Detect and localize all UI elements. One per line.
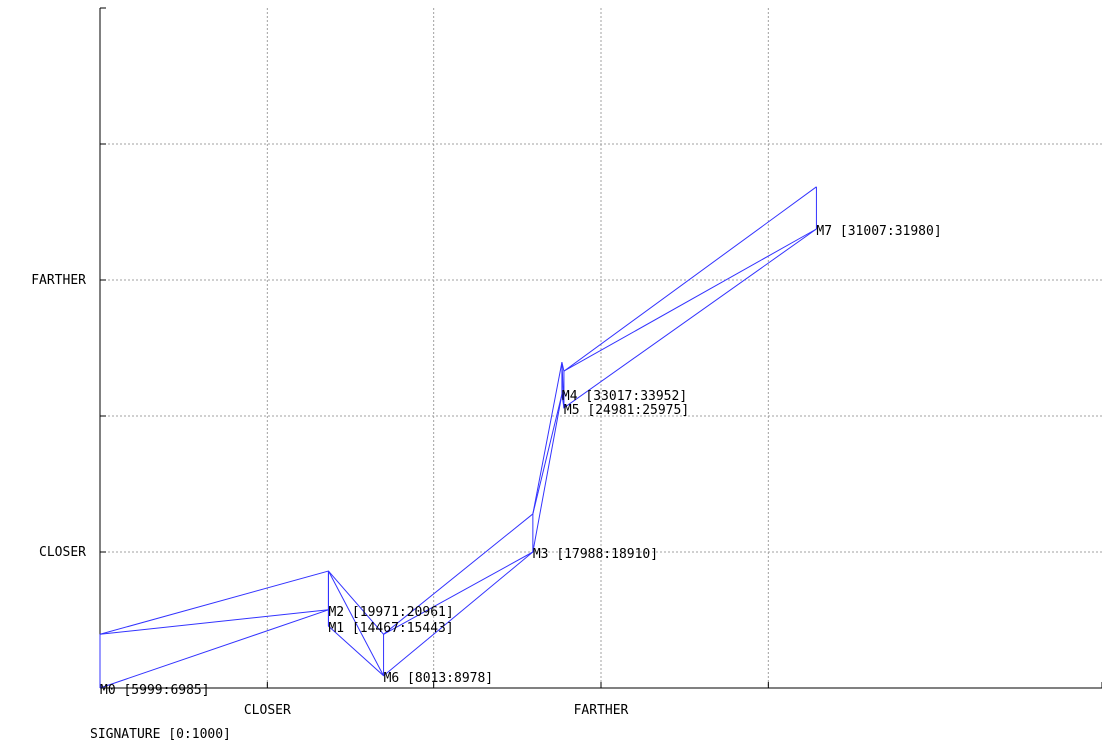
y-tick-label: FARTHER xyxy=(31,273,86,288)
series-upper-line xyxy=(99,186,817,635)
point-label: M7 [31007:31980] xyxy=(816,224,941,239)
segment-diagonal xyxy=(563,228,817,372)
point-label: M1 [14467:15443] xyxy=(328,621,453,636)
series-lower-line xyxy=(99,228,817,689)
point-label: M6 [8013:8978] xyxy=(384,671,494,686)
segment-diagonal xyxy=(532,394,563,515)
x-tick-labels: CLOSER FARTHER xyxy=(244,703,629,718)
series-ribbon xyxy=(99,186,817,689)
point-label: M5 [24981:25975] xyxy=(564,403,689,418)
grid xyxy=(100,8,1102,688)
y-tick-labels: CLOSER FARTHER xyxy=(31,273,86,560)
segment-diagonal xyxy=(328,570,385,676)
plot-frame xyxy=(99,7,1102,689)
point-labels: M0 [5999:6985] M1 [14467:15443]M2 [19971:… xyxy=(100,224,942,698)
x-tick-label: CLOSER xyxy=(244,703,291,718)
x-tick-label: FARTHER xyxy=(574,703,629,718)
x-axis-label: SIGNATURE [0:1000] xyxy=(90,727,231,742)
y-tick-label: CLOSER xyxy=(39,545,86,560)
point-label: M0 [5999:6985] xyxy=(100,683,210,698)
point-label: M2 [19971:20961] xyxy=(328,605,453,620)
segment-diagonal xyxy=(383,551,534,635)
point-label: M3 [17988:18910] xyxy=(533,547,658,562)
segment-diagonal xyxy=(561,362,565,408)
point-label: M4 [33017:33952] xyxy=(562,389,687,404)
segment-diagonal xyxy=(99,609,329,635)
